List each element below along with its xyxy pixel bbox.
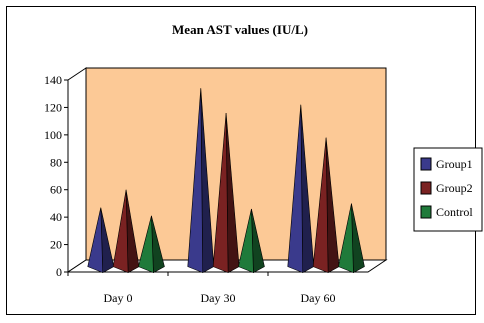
side-wall: [67, 67, 87, 273]
cone-group2-day-60: [312, 137, 340, 274]
x-tick-label: Day 60: [301, 291, 336, 305]
cone-group1-day-0: [87, 207, 115, 274]
cone-group2-day-0: [112, 189, 140, 274]
cone-front-face: [338, 203, 354, 274]
cone-front-face: [112, 189, 129, 274]
cone-control-day-30: [238, 208, 265, 274]
legend-label-control: Control: [436, 205, 473, 219]
y-tick-label: 120: [44, 100, 62, 114]
cone-control-day-0: [138, 215, 165, 274]
cone-front-face: [238, 208, 254, 274]
cone-front-face: [287, 104, 304, 274]
y-tick-label: 140: [44, 73, 62, 87]
cone-front-face: [312, 137, 329, 274]
cone-group1-day-60: [287, 104, 315, 274]
x-tick-label: Day 30: [201, 291, 236, 305]
cone-front-face: [87, 207, 104, 274]
legend-label-group2: Group2: [436, 181, 473, 195]
legend-swatch-control: [420, 205, 432, 219]
legend-swatch-group1: [420, 157, 432, 171]
x-axis: Day 0 Day 30 Day 60: [67, 272, 336, 305]
y-tick-label: 20: [50, 238, 62, 252]
y-tick-label: 0: [56, 265, 62, 279]
cone-front-face: [187, 88, 204, 274]
y-tick-label: 60: [50, 183, 62, 197]
cone-group2-day-30: [212, 112, 240, 274]
cone-front-face: [212, 112, 229, 274]
x-tick-label: Day 0: [104, 291, 133, 305]
legend-label-group1: Group1: [436, 157, 473, 171]
cone-marks: [87, 88, 365, 274]
cone-control-day-60: [338, 203, 365, 274]
cone-front-face: [138, 215, 154, 274]
y-tick-label: 100: [44, 128, 62, 142]
y-tick-label: 80: [50, 155, 62, 169]
y-axis: 0 20 40 60 80 100 120 140: [44, 73, 69, 279]
cone-group1-day-30: [187, 88, 215, 274]
chart-title: Mean AST values (IU/L): [172, 22, 308, 37]
legend-swatch-group2: [420, 181, 432, 195]
y-tick-label: 40: [50, 210, 62, 224]
legend: Group1 Group2 Control: [413, 147, 483, 232]
